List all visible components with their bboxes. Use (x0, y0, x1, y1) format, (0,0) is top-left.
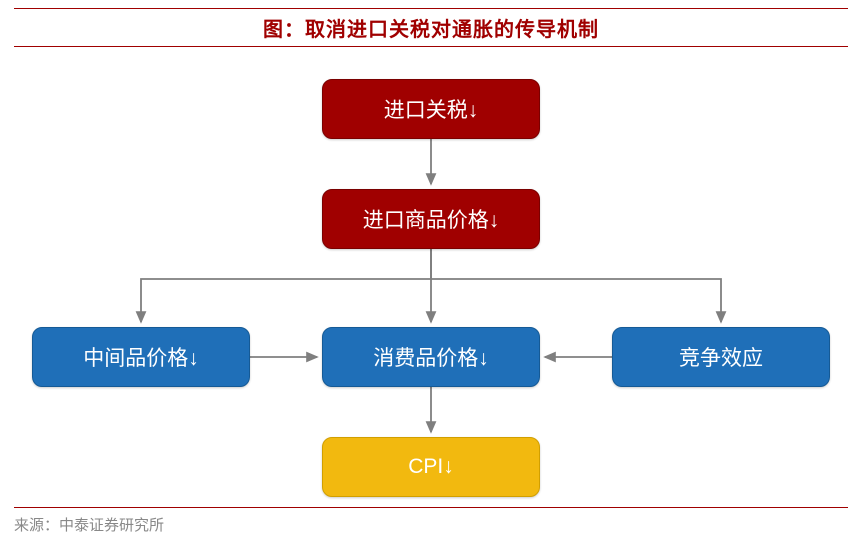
flowchart-node-n3: 中间品价格↓ (32, 327, 250, 387)
flowchart-node-n5: 竞争效应 (612, 327, 830, 387)
flowchart-node-n1: 进口关税↓ (322, 79, 540, 139)
flowchart-area: 进口关税↓ 进口商品价格↓ 中间品价格↓ 消费品价格↓ 竞争效应 CPI↓ (14, 47, 848, 507)
flowchart-node-n6: CPI↓ (322, 437, 540, 497)
flowchart-node-n2: 进口商品价格↓ (322, 189, 540, 249)
source-text: 中泰证券研究所 (59, 517, 164, 534)
title-bar: 图：取消进口关税对通胀的传导机制 (14, 8, 848, 47)
flowchart-node-n4: 消费品价格↓ (322, 327, 540, 387)
edge-n2-n3 (141, 249, 431, 322)
title-prefix: 图： (263, 19, 305, 41)
source-label: 来源： (14, 517, 59, 534)
edge-n2-n5 (431, 249, 721, 322)
footer-source: 来源：中泰证券研究所 (14, 507, 848, 535)
title-main: 取消进口关税对通胀的传导机制 (305, 19, 599, 41)
